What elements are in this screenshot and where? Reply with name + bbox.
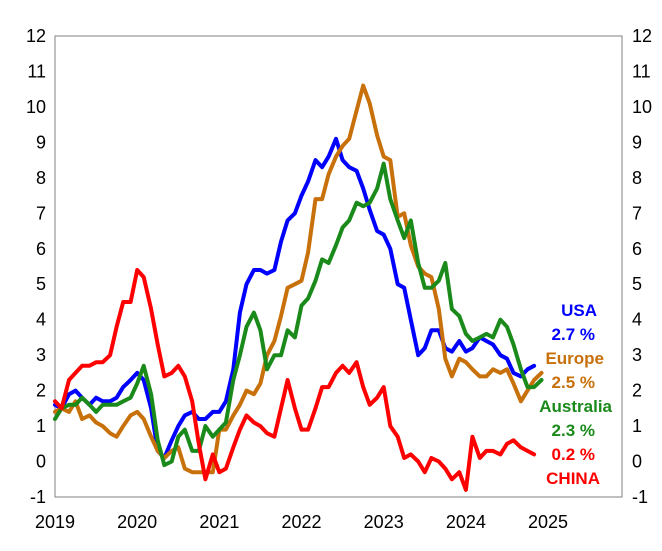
y-tick-label-right: 12 (632, 26, 652, 46)
europe-latest-value: 2.5 % (552, 373, 595, 392)
y-tick-label-right: 5 (632, 274, 642, 294)
y-tick-label-right: 8 (632, 168, 642, 188)
x-tick-label: 2022 (281, 512, 321, 532)
y-tick-label-right: 6 (632, 239, 642, 259)
series-line-europe (53, 83, 544, 475)
y-tick-label-right: 4 (632, 310, 642, 330)
x-tick-label: 2024 (446, 512, 486, 532)
usa-series-name: USA (561, 301, 597, 320)
x-tick-label: 2020 (117, 512, 157, 532)
y-tick-label-right: 1 (632, 416, 642, 436)
y-tick-label-right: -1 (632, 487, 648, 507)
china-latest-value: 0.2 % (552, 445, 595, 464)
y-tick-label-right: 9 (632, 132, 642, 152)
y-tick-label-right: 10 (632, 97, 652, 117)
y-tick-label-left: 4 (36, 310, 46, 330)
x-axis: 2019 2020 2021 2022 2023 2024 2025 (35, 512, 568, 532)
x-tick-label: 2025 (528, 512, 568, 532)
australia-series-name: Australia (539, 397, 612, 416)
europe-series-name: Europe (545, 349, 604, 368)
plot-area-frame (54, 35, 623, 498)
y-tick-label-left: 6 (36, 239, 46, 259)
y-tick-label-right: 11 (632, 61, 651, 81)
x-tick-label: 2021 (199, 512, 239, 532)
usa-latest-value: 2.7 % (552, 325, 595, 344)
y-tick-label-right: 7 (632, 203, 642, 223)
series-line-australia (53, 161, 544, 468)
y-tick-label-left: 2 (36, 381, 46, 401)
series-labels: USA 2.7 % Europe 2.5 % Australia 2.3 % 0… (539, 301, 612, 488)
australia-latest-value: 2.3 % (552, 421, 595, 440)
y-tick-label-left: 0 (36, 452, 46, 472)
x-tick-label: 2019 (35, 512, 75, 532)
y-tick-label-left: 3 (36, 345, 46, 365)
y-tick-label-right: 2 (632, 381, 642, 401)
y-tick-label-left: 10 (26, 97, 46, 117)
series-line-usa (53, 136, 537, 460)
y-tick-label-left: 7 (36, 203, 46, 223)
x-tick-label: 2023 (364, 512, 404, 532)
y-tick-label-left: 1 (36, 416, 46, 436)
series-lines (53, 83, 544, 492)
y-tick-label-left: 9 (36, 132, 46, 152)
y-tick-label-right: 3 (632, 345, 642, 365)
y-tick-label-left: 12 (26, 26, 46, 46)
y-tick-label-left: 11 (27, 61, 46, 81)
china-series-name: CHINA (546, 469, 600, 488)
y-tick-label-right: 0 (632, 452, 642, 472)
y-tick-label-left: 5 (36, 274, 46, 294)
y-tick-label-left: 8 (36, 168, 46, 188)
series-line-china (53, 268, 537, 492)
y-tick-label-left: -1 (30, 487, 46, 507)
